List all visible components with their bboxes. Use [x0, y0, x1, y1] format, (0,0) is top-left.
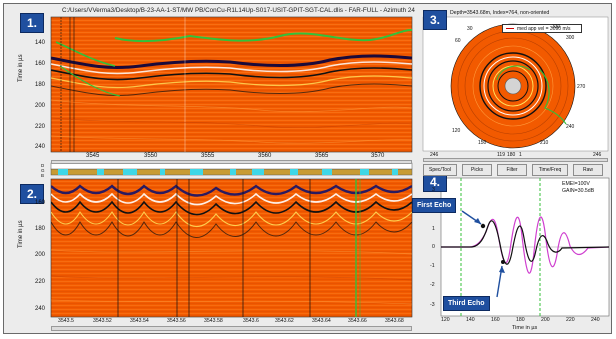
panel2-ytick: 220	[35, 279, 46, 285]
ring-label: 60	[455, 38, 461, 44]
third-echo-callout: Third Echo	[443, 296, 490, 311]
strip-label: B	[41, 173, 45, 178]
panel2-scrollbar[interactable]	[51, 326, 412, 331]
panel4-xtick: 180	[516, 317, 525, 323]
panel3-depth-header: Depth=3543.68m, Index=764, non-oriented	[450, 10, 550, 16]
panel3-legend-text: med app vel = 3090 m/s	[517, 26, 571, 32]
panel1-badge: 1.	[20, 13, 44, 33]
panel2-xtick: 3543.64	[312, 318, 331, 324]
panel1-ylabel: Time in µs	[18, 54, 24, 82]
time-freq-button[interactable]: Time/Freq	[532, 164, 568, 176]
panel2-ytick: 180	[35, 226, 46, 232]
panel2-xtick: 3543.68	[385, 318, 404, 324]
ring-label: 210	[540, 140, 549, 146]
panel4-xtick: 140	[466, 317, 475, 323]
raw-button[interactable]: Raw	[573, 164, 603, 176]
panel4-xtick: 240	[591, 317, 600, 323]
panel2-badge: 2.	[20, 184, 44, 204]
panel1-xtick: 3565	[315, 153, 329, 159]
panel4-ytick: -2	[430, 282, 435, 288]
legend-line	[506, 28, 514, 29]
panel1-xtick: 3550	[144, 153, 158, 159]
panel2-xtick: 3543.54	[130, 318, 149, 324]
strip-label: D	[41, 163, 45, 168]
panel1-xtick: 3570	[371, 153, 385, 159]
panel4-ytick: 0	[432, 244, 435, 250]
panel1-ytick: 160	[35, 61, 46, 67]
panel3-legend: med app vel = 3090 m/s	[502, 24, 582, 33]
panel3-axis-tick: 246	[593, 152, 602, 158]
panel4-xtick: 220	[566, 317, 575, 323]
panel3-axis-tick: 119	[497, 152, 505, 158]
filter-button[interactable]: Filter	[497, 164, 527, 176]
panel1-ytick: 200	[35, 103, 46, 109]
panel1-ytick: 140	[35, 40, 46, 46]
panel2-ylabel: Time in µs	[18, 220, 24, 248]
panel4-ytick: 1	[432, 226, 435, 232]
panel3-axis-tick: 1	[519, 152, 522, 158]
panel1-xtick: 3560	[258, 153, 272, 159]
first-echo-callout: First Echo	[412, 198, 457, 213]
panel4-xtick: 120	[441, 317, 450, 323]
panel2-xtick: 3543.5	[58, 318, 74, 324]
panel4-info-gain: GAIN=30.5dB	[562, 188, 595, 194]
file-path-title: C:/Users/VVerma3/Desktop/B-23-AA-1-ST/MW…	[62, 7, 415, 14]
strip-label: G	[41, 168, 45, 173]
panel2-xtick: 3543.52	[93, 318, 112, 324]
ring-label: 330	[552, 24, 561, 30]
panel2-xtick: 3543.58	[204, 318, 223, 324]
panel4-info-emei: EMEI=100V	[562, 181, 590, 187]
panel2-ytick: 240	[35, 306, 46, 312]
panel2-xtick: 3543.66	[348, 318, 367, 324]
panel1-scrollbar[interactable]	[51, 160, 412, 164]
panel4-xtick: 200	[541, 317, 550, 323]
panel1-xtick: 3555	[201, 153, 215, 159]
panel2-ytick: 160	[35, 200, 46, 206]
panel4-xlabel: Time in µs	[512, 325, 538, 331]
panel3-scrollbar[interactable]	[423, 158, 608, 162]
panel1-ytick: 240	[35, 144, 46, 150]
ring-label: 270	[577, 84, 586, 90]
panel3-axis-tick: 246	[430, 152, 439, 158]
panel1-ytick: 180	[35, 82, 46, 88]
panel4-ytick: 3	[432, 187, 435, 193]
panel2-xtick: 3543.56	[167, 318, 186, 324]
panel2-xtick: 3543.62	[275, 318, 294, 324]
picks-button[interactable]: Picks	[462, 164, 492, 176]
panel2-ytick: 200	[35, 252, 46, 258]
ring-label: 150	[478, 140, 487, 146]
panel1-ytick: 220	[35, 124, 46, 130]
panel1-xtick: 3545	[86, 153, 100, 159]
panel2-xtick: 3543.6	[243, 318, 259, 324]
panel4-ytick: -1	[430, 263, 435, 269]
ring-label: 240	[566, 124, 575, 130]
ring-label: 30	[467, 26, 473, 32]
ring-label: 120	[452, 128, 461, 134]
panel3-axis-tick: 180	[507, 152, 516, 158]
ring-label: 300	[566, 35, 575, 41]
spec-tool-button[interactable]: Spec/Tool	[423, 164, 457, 176]
panel4-ytick: -3	[430, 302, 435, 308]
panel4-xtick: 160	[491, 317, 500, 323]
panel3-badge: 3.	[423, 10, 447, 30]
